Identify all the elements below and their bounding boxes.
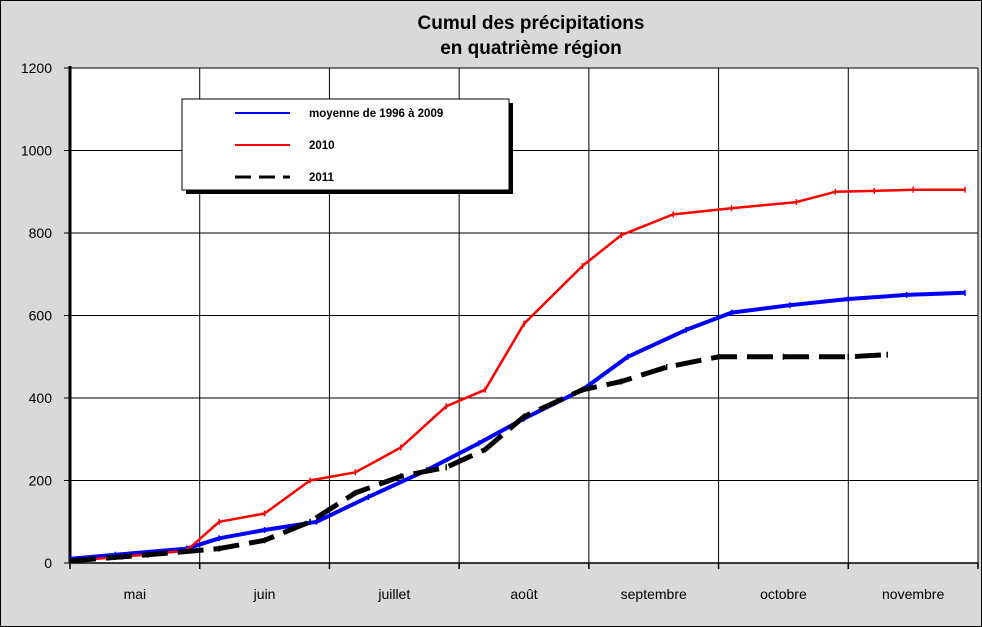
x-tick-label: novembre — [882, 586, 944, 602]
series-line-0 — [69, 290, 966, 561]
y-tick-label: 1200 — [21, 60, 52, 76]
y-tick-label: 800 — [29, 225, 53, 241]
legend-label-2: 2011 — [309, 172, 335, 184]
x-tick-label: août — [510, 586, 537, 602]
y-tick-label: 600 — [29, 308, 53, 324]
y-tick-label: 1000 — [21, 143, 52, 159]
x-tick-label: juillet — [377, 586, 410, 602]
legend-label-0: moyenne de 1996 à 2009 — [309, 108, 443, 120]
y-tick-label: 400 — [29, 390, 53, 406]
legend: moyenne de 1996 à 2009 2010 2011 — [181, 98, 513, 194]
x-tick-label: septembre — [621, 586, 687, 602]
y-tick-label: 0 — [44, 555, 52, 571]
y-tick-label: 200 — [29, 473, 53, 489]
legend-label-1: 2010 — [309, 140, 335, 152]
chart-title-line-1: Cumul des précipitations — [418, 13, 645, 34]
x-tick-label: octobre — [760, 586, 807, 602]
chart-title-line-2: en quatrième région — [440, 38, 622, 59]
x-tick-label: juin — [253, 586, 276, 602]
series-line-1 — [69, 188, 965, 563]
x-tick-label: mai — [124, 586, 147, 602]
